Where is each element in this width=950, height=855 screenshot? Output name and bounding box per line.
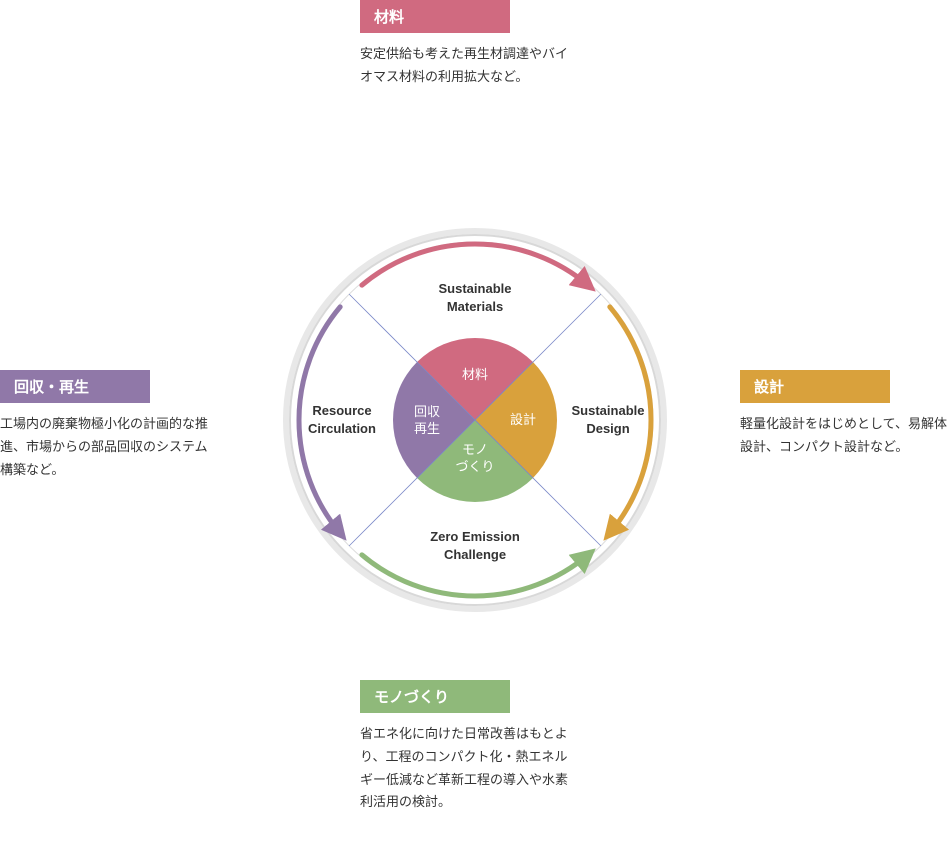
callout-mono-desc: 省エネ化に向けた日常改善はもとより、工程のコンパクト化・熱エネルギー低減など革新… — [360, 723, 570, 814]
core-label-recycle-l2: 再生 — [414, 421, 440, 436]
seg-label-mono-l2: Challenge — [444, 547, 506, 562]
seg-label-recycle-l1: Resource — [312, 403, 371, 418]
callout-recycle-tag: 回収・再生 — [0, 370, 150, 403]
infographic-canvas: 材料 安定供給も考えた再生材調達やバイオマス材料の利用拡大など。 設計 軽量化設… — [0, 0, 950, 855]
core-label-mono: モノ づくり — [450, 442, 500, 476]
callout-recycle: 回収・再生 工場内の廃棄物極小化の計画的な推進、市場からの部品回収のシステム構築… — [0, 370, 210, 481]
core-label-mono-l2: づくり — [455, 459, 494, 474]
core-label-recycle-l1: 回収 — [414, 404, 440, 419]
seg-label-recycle-l2: Circulation — [308, 421, 376, 436]
seg-label-design-l1: Sustainable — [572, 403, 645, 418]
core-label-materials: 材料 — [450, 367, 500, 384]
callout-materials: 材料 安定供給も考えた再生材調達やバイオマス材料の利用拡大など。 — [360, 0, 570, 89]
callout-design: 設計 軽量化設計をはじめとして、易解体設計、コンパクト設計など。 — [740, 370, 950, 459]
seg-label-design: Sustainable Design — [558, 402, 658, 437]
callout-materials-desc: 安定供給も考えた再生材調達やバイオマス材料の利用拡大など。 — [360, 43, 570, 89]
core-label-design: 設計 — [498, 412, 548, 429]
callout-mono-tag: モノづくり — [360, 680, 510, 713]
callout-design-desc: 軽量化設計をはじめとして、易解体設計、コンパクト設計など。 — [740, 413, 950, 459]
seg-label-materials-l2: Materials — [447, 299, 503, 314]
seg-label-materials-l1: Sustainable — [439, 281, 512, 296]
seg-label-design-l2: Design — [586, 421, 629, 436]
callout-recycle-desc: 工場内の廃棄物極小化の計画的な推進、市場からの部品回収のシステム構築など。 — [0, 413, 210, 481]
seg-label-mono: Zero Emission Challenge — [420, 528, 530, 563]
core-label-recycle: 回収 再生 — [402, 404, 452, 438]
core-label-mono-l1: モノ — [462, 442, 488, 457]
seg-label-mono-l1: Zero Emission — [430, 529, 520, 544]
seg-label-recycle: Resource Circulation — [292, 402, 392, 437]
callout-design-tag: 設計 — [740, 370, 890, 403]
callout-mono: モノづくり 省エネ化に向けた日常改善はもとより、工程のコンパクト化・熱エネルギー… — [360, 680, 570, 814]
seg-label-materials: Sustainable Materials — [425, 280, 525, 315]
callout-materials-tag: 材料 — [360, 0, 510, 33]
